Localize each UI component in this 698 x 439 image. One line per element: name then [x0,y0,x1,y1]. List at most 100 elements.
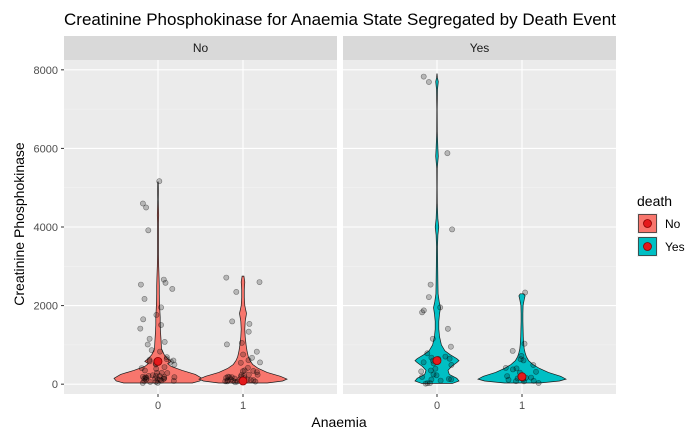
data-point [246,320,253,327]
data-point [156,178,163,185]
legend-label: No [665,217,681,231]
data-point [146,335,153,342]
data-point [167,358,174,365]
data-point [437,304,444,311]
data-point [145,227,152,234]
data-point [254,371,261,378]
data-point [517,356,524,363]
data-point [137,325,144,332]
x-tick-label: 1 [240,400,246,412]
data-point [141,367,148,374]
data-point [448,361,455,368]
data-point [229,318,236,325]
data-point [521,340,528,347]
data-point [237,359,244,366]
data-point [139,200,146,207]
data-point [257,359,263,366]
data-point [158,322,164,328]
data-point [420,359,427,366]
data-point [420,73,427,80]
data-point [138,365,145,371]
data-point [444,150,451,157]
data-point [502,364,509,371]
data-point [170,357,177,364]
facet-panel-yes: Yes 0 1 [343,36,616,412]
data-point [446,355,453,362]
data-point [522,289,528,296]
y-axis-title: Creatinine Phosphokinase [11,142,27,306]
y-tick-label: 2000 [34,301,58,313]
data-point [160,276,167,283]
data-point [425,79,432,85]
violin-no-1 [198,275,288,384]
mean-point [432,356,442,366]
data-point [161,374,168,380]
data-point [240,351,246,358]
data-point [226,374,233,380]
data-point [429,335,436,342]
legend-label: Yes [665,240,685,254]
data-point [444,325,451,332]
violin-yes-0 [414,73,460,384]
data-point [433,372,440,379]
data-point [222,378,229,385]
data-point [147,379,154,385]
data-point [253,369,260,375]
legend: death No Yes [637,193,685,257]
data-point [223,374,229,381]
data-point [228,374,235,380]
data-point [225,373,231,380]
y-tick-label: 6000 [34,143,58,155]
data-point [510,366,516,373]
data-point [153,365,160,372]
data-point [419,309,425,316]
data-point [448,376,455,383]
facet-strip [64,36,337,60]
data-point [154,379,161,386]
legend-key-point [643,242,652,251]
data-point [162,279,169,286]
data-point [158,377,165,384]
data-point [233,288,240,295]
mean-point [153,356,163,366]
data-point [139,373,146,380]
data-point [238,339,245,346]
facet-strip-label: Yes [470,41,490,55]
data-point [445,376,452,382]
data-point [244,364,251,371]
data-point [449,226,455,233]
data-point [164,370,171,376]
data-point [424,380,431,387]
data-point [239,368,246,375]
data-point [253,348,260,355]
y-tick-label: 0 [52,379,58,391]
data-point [447,343,454,350]
data-point [142,374,149,381]
data-point [161,338,168,345]
data-point [224,377,231,384]
data-point [232,379,238,386]
x-tick-label: 1 [519,400,525,412]
data-point [250,377,257,384]
data-point [139,379,146,386]
legend-title: death [637,193,672,209]
data-point [152,375,158,382]
data-point [245,328,252,335]
data-point [157,348,163,355]
violin-no-0 [113,181,203,384]
data-point [158,369,165,376]
data-point [428,376,435,383]
data-point [146,358,153,365]
chart-title: Creatinine Phosphokinase for Anaemia Sta… [64,10,616,29]
mean-point [238,376,248,386]
data-point [224,378,231,385]
data-point [518,352,525,359]
data-point [223,274,230,281]
legend-entry-no: No [637,213,681,234]
data-point [154,376,161,383]
data-point [424,350,431,357]
data-point [158,304,164,311]
data-point [161,375,168,382]
data-point [223,341,230,348]
